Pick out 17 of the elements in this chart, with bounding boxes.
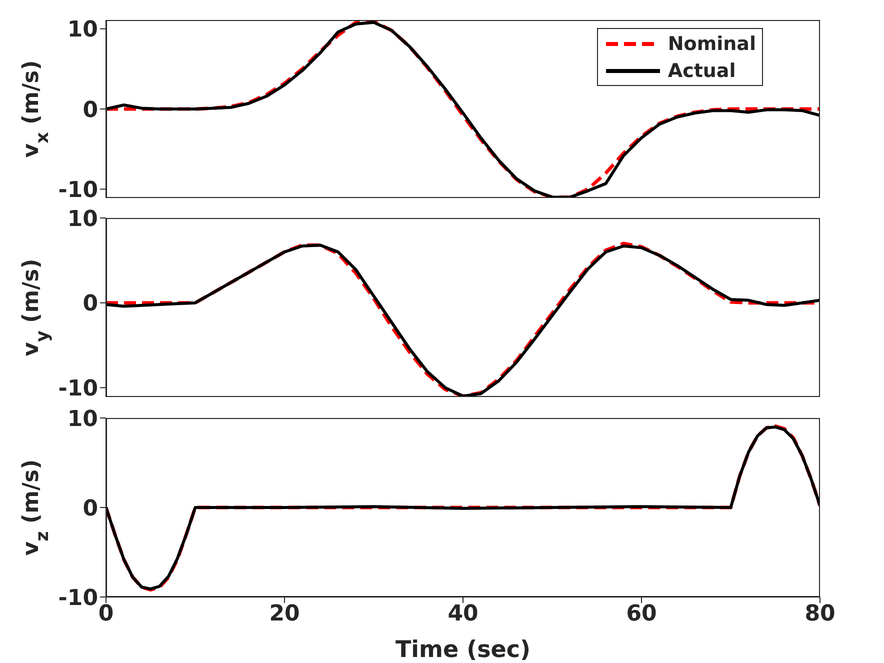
legend-label: Actual bbox=[668, 60, 736, 82]
x-tick-label: 0 bbox=[98, 602, 114, 627]
y-tick-label: 10 bbox=[67, 406, 98, 432]
y-tick-label: 0 bbox=[82, 496, 98, 522]
y-tick-label: -10 bbox=[58, 178, 98, 203]
x-tick-label: 60 bbox=[626, 602, 657, 627]
x-tick-label: 40 bbox=[448, 602, 478, 627]
y-tick-label: 0 bbox=[82, 98, 98, 123]
legend-label: Nominal bbox=[668, 32, 756, 54]
y-tick-label: 0 bbox=[82, 292, 98, 317]
x-tick-label: 80 bbox=[804, 602, 836, 627]
y-tick-label: -10 bbox=[58, 586, 98, 611]
y-tick-label: 10 bbox=[67, 18, 98, 43]
y-tick-label: -10 bbox=[58, 376, 98, 402]
x-tick-label: 20 bbox=[269, 602, 300, 627]
x-axis-title: Time (sec) bbox=[395, 637, 531, 663]
y-tick-label: 10 bbox=[67, 206, 98, 232]
